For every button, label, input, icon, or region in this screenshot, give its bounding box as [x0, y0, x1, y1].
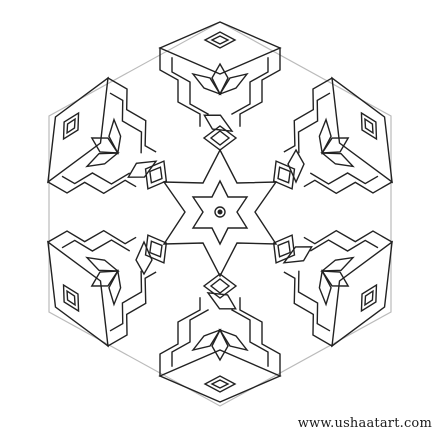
pattern-gap-diamond	[287, 148, 305, 184]
center-dot	[217, 209, 223, 215]
watermark-text: www.ushaatart.com	[297, 416, 432, 431]
center-ring	[214, 206, 226, 218]
center-star-inner	[191, 179, 249, 246]
rangoli-pattern	[24, 21, 416, 407]
pattern-arm	[158, 21, 282, 151]
outer-hexagon-outline	[48, 21, 392, 407]
